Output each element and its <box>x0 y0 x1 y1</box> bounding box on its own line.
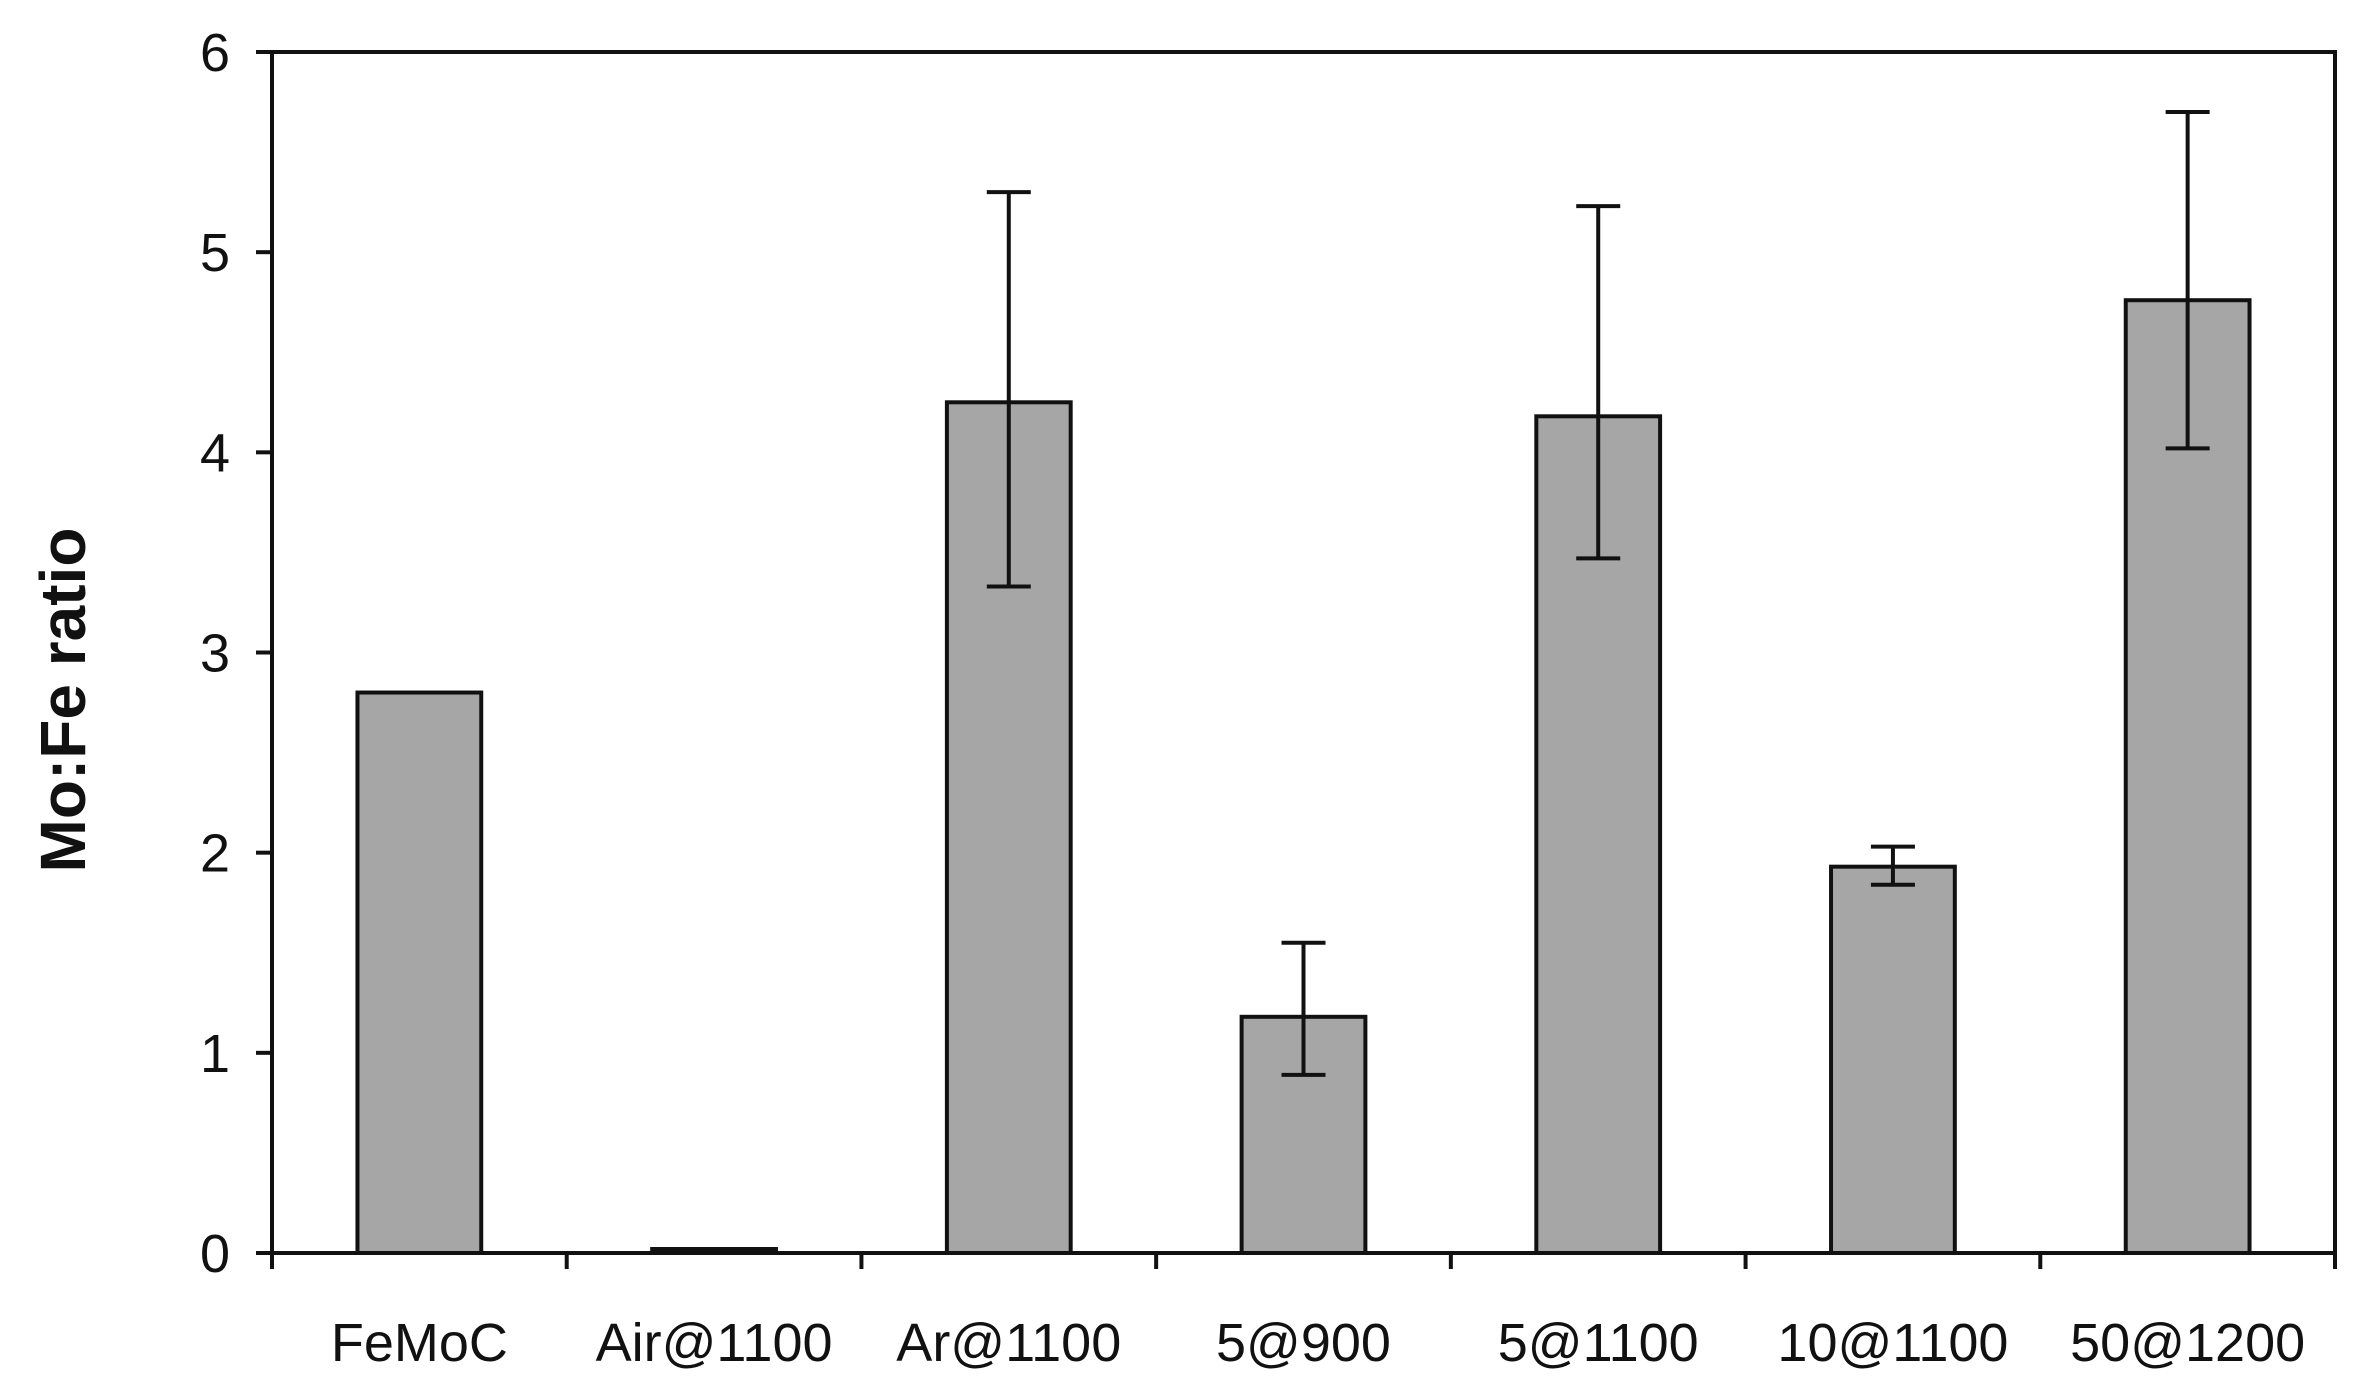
y-tick-label: 4 <box>200 423 230 483</box>
y-tick-label: 2 <box>200 824 230 884</box>
bars <box>355 298 2252 1256</box>
bar <box>355 690 484 1255</box>
bar <box>650 1246 778 1256</box>
x-tick-label: Ar@1100 <box>896 1313 1121 1373</box>
bar <box>1829 864 1957 1255</box>
y-tick-label: 3 <box>200 624 230 684</box>
y-tick-label: 1 <box>200 1024 230 1084</box>
y-tick-label: 6 <box>200 23 230 83</box>
y-tick-label: 5 <box>200 223 230 283</box>
x-tick-label: 50@1200 <box>2070 1313 2305 1373</box>
y-axis-ticks: 0 1 2 3 4 5 6 <box>200 23 272 1284</box>
x-tick-label: 10@1100 <box>1777 1313 2008 1373</box>
x-tick-label: Air@1100 <box>596 1313 833 1373</box>
y-tick-label: 0 <box>200 1224 230 1284</box>
x-tick-label: 5@900 <box>1216 1313 1391 1373</box>
x-axis-ticks: FeMoC Air@1100 Ar@1100 5@900 5@1100 10@1100 50… <box>270 1253 2337 1373</box>
y-axis-title: Mo:Fe ratio <box>27 528 99 873</box>
x-tick-label: 5@1100 <box>1498 1313 1699 1373</box>
bar <box>2123 298 2252 1255</box>
x-tick-label: FeMoC <box>331 1313 508 1373</box>
error-bars <box>986 110 2210 1077</box>
